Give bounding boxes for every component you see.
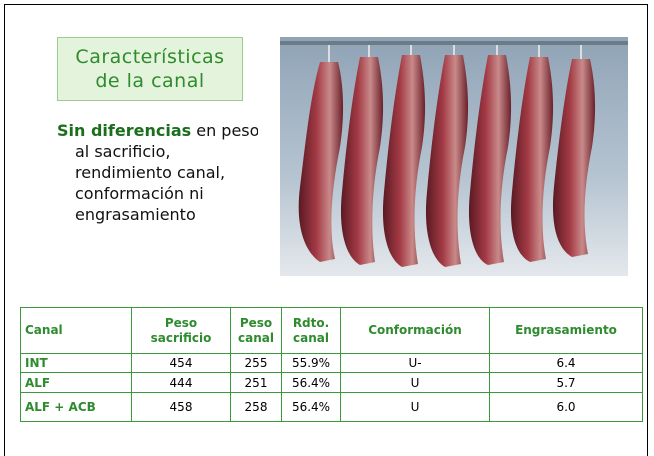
table-cell: 454 <box>131 353 231 373</box>
table-cell: 56.4% <box>281 372 341 393</box>
table-cell: ALF + ACB <box>20 392 132 422</box>
table-row: ALF + ACB 458 258 56.4% U 6.0 <box>20 392 643 422</box>
carcass-photo <box>280 37 628 276</box>
table-cell: 444 <box>131 372 231 393</box>
bold-text: Sin diferencias <box>57 121 192 140</box>
table-cell: U <box>340 392 490 422</box>
body-line: conformación ni <box>75 184 204 203</box>
body-line: rendimiento canal, <box>75 163 226 182</box>
table-row: INT 454 255 55.9% U- 6.4 <box>20 353 643 373</box>
results-table: Canal Peso sacrificio Peso canal Rdto. c… <box>20 307 643 422</box>
table-cell: INT <box>20 353 132 373</box>
slide-frame <box>4 4 648 456</box>
table-cell: 6.0 <box>489 392 643 422</box>
title-box: Características de la canal <box>57 37 243 101</box>
table-cell: U <box>340 372 490 393</box>
body-text: Sin diferencias en peso al sacrificio, r… <box>57 120 258 225</box>
table-cell: U- <box>340 353 490 373</box>
header-cell: Peso sacrificio <box>131 307 231 354</box>
header-cell: Engrasamiento <box>489 307 643 354</box>
header-cell: Peso canal <box>230 307 282 354</box>
title-line: de la canal <box>95 70 205 92</box>
table-row: ALF 444 251 56.4% U 5.7 <box>20 372 643 393</box>
title-line: Características <box>75 46 225 68</box>
header-cell: Rdto. canal <box>281 307 341 354</box>
body-line: Sin diferencias en peso <box>57 120 258 141</box>
table-cell: 458 <box>131 392 231 422</box>
table-cell: 56.4% <box>281 392 341 422</box>
table-cell: 258 <box>230 392 282 422</box>
body-line: engrasamiento <box>75 205 196 224</box>
table-cell: ALF <box>20 372 132 393</box>
table-cell: 251 <box>230 372 282 393</box>
header-cell: Conformación <box>340 307 490 354</box>
table-cell: 255 <box>230 353 282 373</box>
header-row: Canal Peso sacrificio Peso canal Rdto. c… <box>20 307 643 354</box>
body-line: al sacrificio, <box>75 142 171 161</box>
header-cell: Canal <box>20 307 132 354</box>
body-text-span: en peso <box>196 121 258 140</box>
table-cell: 55.9% <box>281 353 341 373</box>
table-cell: 6.4 <box>489 353 643 373</box>
table-cell: 5.7 <box>489 372 643 393</box>
